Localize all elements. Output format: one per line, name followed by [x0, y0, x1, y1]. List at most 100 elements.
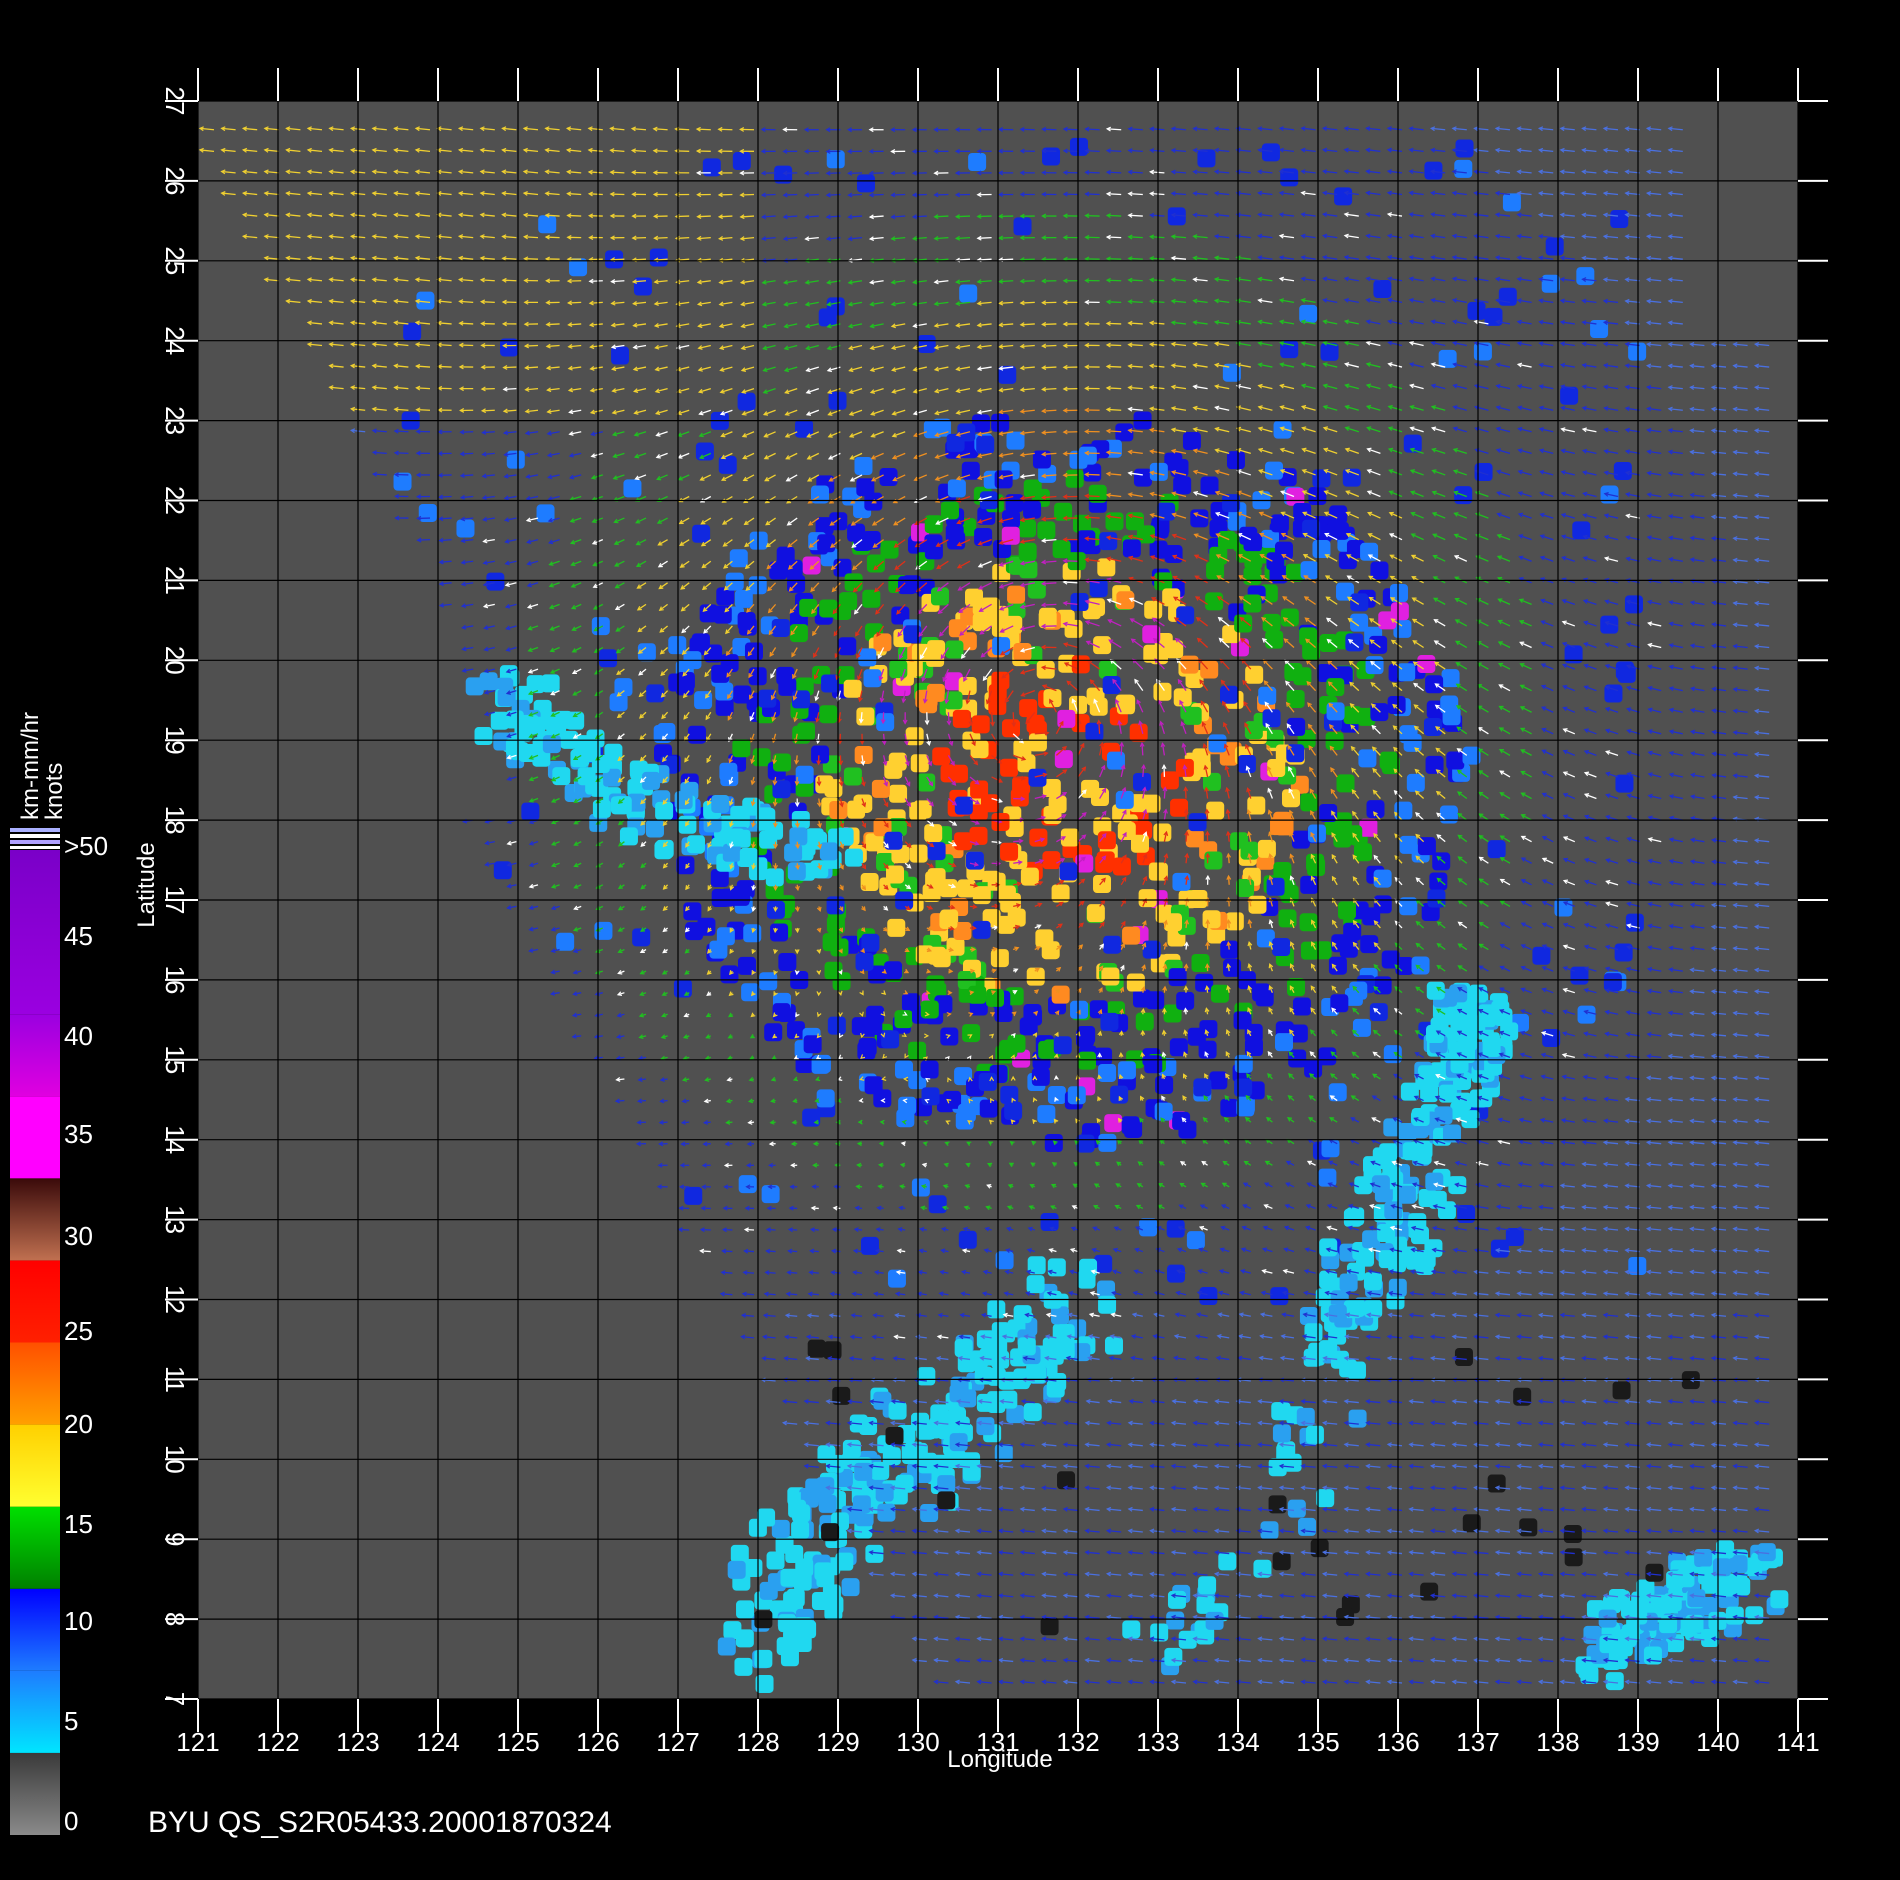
- rain-cell: [785, 1544, 804, 1563]
- rain-cell: [1029, 828, 1048, 847]
- rain-cell: [1305, 1425, 1324, 1444]
- rain-cell: [879, 468, 898, 487]
- rain-cell: [613, 796, 632, 815]
- rain-cell: [1098, 1295, 1117, 1314]
- rain-cell: [1096, 851, 1115, 870]
- rain-cell: [838, 637, 857, 656]
- rain-cell: [1176, 606, 1195, 625]
- rain-cell: [1312, 540, 1331, 559]
- rain-cell: [862, 589, 881, 608]
- rain-cell: [791, 690, 810, 709]
- rain-cell: [711, 889, 730, 908]
- rain-cell: [1572, 521, 1591, 540]
- rain-cell: [479, 672, 498, 691]
- rain-cell: [637, 643, 656, 662]
- rain-cell: [642, 771, 661, 790]
- rain-cell: [917, 334, 936, 353]
- rain-cell: [1446, 751, 1465, 770]
- rain-cell: [927, 868, 946, 887]
- rain-cell: [757, 807, 776, 826]
- rain-cell: [1186, 1231, 1205, 1250]
- rain-cell: [1442, 707, 1461, 726]
- rain-cell: [1336, 774, 1355, 793]
- rain-cell: [692, 524, 711, 543]
- rain-cell: [821, 1523, 840, 1542]
- rain-cell: [1244, 721, 1263, 740]
- rain-cell: [541, 674, 560, 693]
- rain-cell: [795, 419, 814, 438]
- rain-cell: [1411, 956, 1430, 975]
- rain-cell: [1462, 746, 1481, 765]
- rain-cell: [538, 215, 557, 234]
- rain-cell: [684, 1186, 703, 1205]
- rain-cell: [994, 470, 1013, 489]
- rain-cell: [1056, 1341, 1075, 1360]
- rain-cell: [1381, 950, 1400, 969]
- rain-cell: [1104, 1336, 1123, 1355]
- rain-cell: [1420, 1582, 1439, 1601]
- rain-cell: [1599, 1635, 1618, 1654]
- rain-cell: [778, 677, 797, 696]
- rain-cell: [1600, 615, 1619, 634]
- rain-cell: [843, 679, 862, 698]
- rain-cell: [854, 456, 873, 475]
- rain-cell: [1604, 684, 1623, 703]
- rain-cell: [1023, 500, 1042, 519]
- rain-cell: [865, 833, 884, 852]
- rain-cell: [1438, 349, 1457, 368]
- rain-cell: [1694, 1549, 1713, 1568]
- rain-cell: [1490, 1239, 1509, 1258]
- rain-cell: [920, 1504, 939, 1523]
- rain-cell: [1042, 851, 1061, 870]
- rain-cell: [1000, 842, 1019, 861]
- rain-cell: [915, 689, 934, 708]
- rain-cell: [1153, 823, 1172, 842]
- rain-cell: [954, 796, 973, 815]
- rain-cell: [1222, 363, 1241, 382]
- rain-cell: [1502, 193, 1521, 212]
- rain-cell: [1560, 386, 1579, 405]
- rain-cell: [1406, 773, 1425, 792]
- rain-cell: [1271, 1402, 1290, 1421]
- rain-cell: [715, 697, 734, 716]
- rain-cell: [1299, 304, 1318, 323]
- rain-cell: [1482, 1038, 1501, 1057]
- rain-cell: [972, 886, 991, 905]
- rain-cell: [957, 879, 976, 898]
- rain-cell: [1099, 532, 1118, 551]
- rain-cell: [1037, 1105, 1056, 1124]
- rain-cell: [1394, 801, 1413, 820]
- rain-cell: [1144, 600, 1163, 619]
- rain-cell: [928, 1417, 947, 1436]
- rain-cell: [758, 689, 777, 708]
- rain-cell: [1505, 1228, 1524, 1247]
- rain-cell: [1035, 929, 1054, 948]
- rain-cell: [1234, 614, 1253, 633]
- rain-cell: [674, 791, 693, 810]
- rain-cell: [1208, 734, 1227, 753]
- rain-cell: [1169, 1038, 1188, 1057]
- rain-cell: [818, 308, 837, 327]
- rain-cell: [886, 865, 905, 884]
- rain-cell: [1467, 301, 1486, 320]
- rain-cell: [1563, 1524, 1582, 1543]
- rain-cell: [1610, 210, 1629, 229]
- rain-cell: [1286, 487, 1305, 506]
- rain-cell: [778, 952, 797, 971]
- rain-cell: [1265, 461, 1284, 480]
- rain-cell: [958, 1230, 977, 1249]
- rain-cell: [1745, 1606, 1764, 1625]
- rain-cell: [1350, 613, 1369, 632]
- rain-cell: [1192, 748, 1211, 767]
- rain-cell: [920, 1060, 939, 1079]
- rain-cell: [1209, 1071, 1228, 1090]
- rain-cell: [727, 1560, 746, 1579]
- rain-cell: [1056, 1324, 1075, 1343]
- rain-cell: [1083, 463, 1102, 482]
- rain-cell: [1007, 908, 1026, 927]
- rain-cell: [864, 1076, 883, 1095]
- rain-cell: [1424, 1239, 1443, 1258]
- rain-cell: [795, 765, 814, 784]
- rain-cell: [1317, 664, 1336, 683]
- rain-cell: [911, 1178, 930, 1197]
